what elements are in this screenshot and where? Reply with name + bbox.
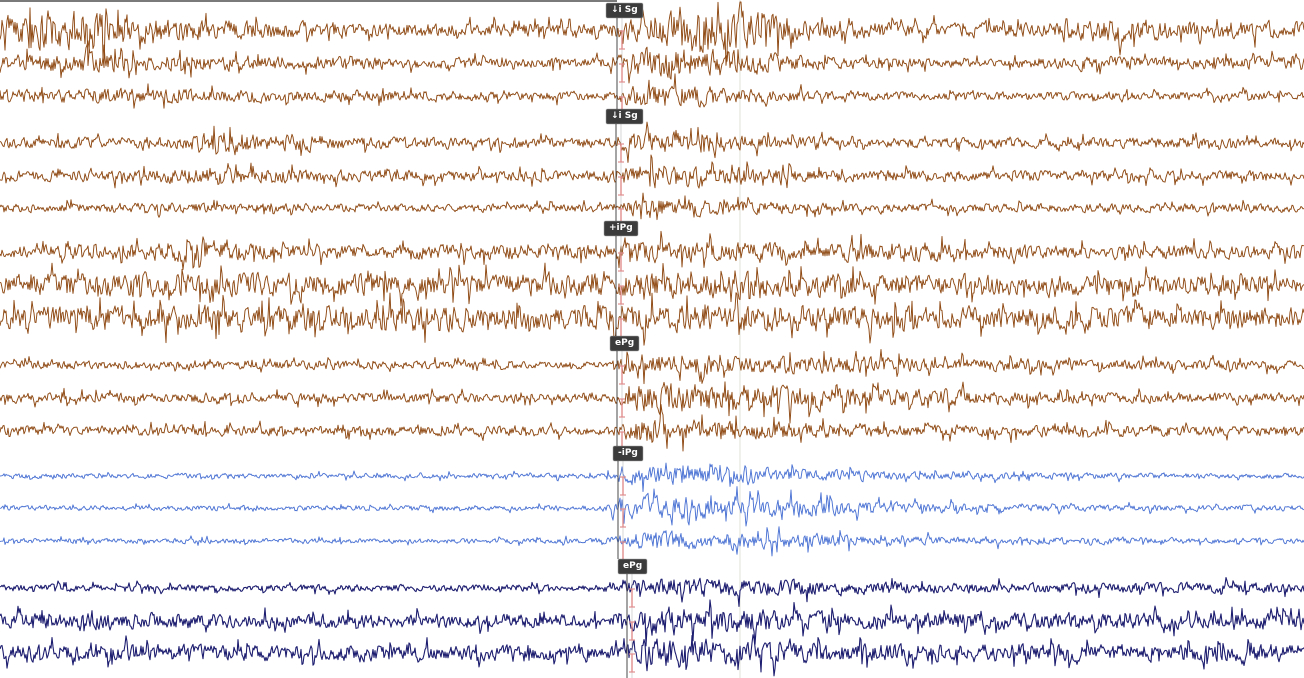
pick-uncertainty-bar bbox=[619, 398, 625, 418]
seismogram-trace-g3-ch1 bbox=[0, 230, 1304, 271]
pick-uncertainty-bar bbox=[619, 63, 625, 83]
pick-uncertainty-bar bbox=[618, 143, 624, 163]
phase-marker-badge[interactable]: ePg bbox=[618, 559, 648, 574]
pick-uncertainty-bar bbox=[618, 252, 624, 272]
pick-uncertainty-bar bbox=[629, 588, 635, 608]
seismogram-trace-g4-ch1 bbox=[0, 349, 1304, 385]
phase-marker-badge[interactable]: ↓i Sg bbox=[606, 3, 643, 18]
pick-uncertainty-bar bbox=[620, 476, 626, 496]
seismogram-trace-g1-ch1 bbox=[0, 1, 1304, 68]
pick-uncertainty-bar bbox=[618, 176, 624, 196]
phase-marker-badge[interactable]: ↓i Sg bbox=[606, 109, 643, 124]
seismogram-trace-g4-ch2 bbox=[0, 381, 1304, 424]
phase-marker-badge[interactable]: -iPg bbox=[613, 446, 643, 461]
seismogram-trace-g2-ch3 bbox=[0, 192, 1304, 221]
seismogram-trace-g5-ch2 bbox=[0, 486, 1304, 527]
seismogram-trace-g2-ch2 bbox=[0, 154, 1304, 189]
seismogram-trace-g5-ch1 bbox=[0, 462, 1304, 492]
phase-marker-badge[interactable]: ePg bbox=[610, 336, 640, 351]
pick-uncertainty-bar bbox=[619, 30, 625, 50]
seismogram-trace-g5-ch3 bbox=[0, 526, 1304, 557]
seismogram-trace-g6-ch2 bbox=[0, 599, 1304, 647]
pick-uncertainty-bar bbox=[629, 621, 635, 641]
guides-layer bbox=[0, 0, 741, 678]
pick-uncertainty-bar bbox=[619, 365, 625, 385]
seismogram-trace-g2-ch1 bbox=[0, 121, 1304, 163]
seismogram-trace-g6-ch3 bbox=[0, 634, 1304, 677]
seismogram-trace-g1-ch2 bbox=[0, 40, 1304, 84]
seismogram-trace-g3-ch2 bbox=[0, 262, 1304, 307]
pick-uncertainty-bar bbox=[629, 653, 635, 673]
pick-uncertainty-bar bbox=[620, 541, 626, 561]
seismogram-trace-g3-ch3 bbox=[0, 292, 1304, 346]
seismogram-trace-g4-ch3 bbox=[0, 404, 1304, 452]
phase-marker-badge[interactable]: +iPg bbox=[604, 221, 638, 236]
pick-uncertainty-bar bbox=[620, 508, 626, 528]
pick-uncertainty-bar bbox=[618, 285, 624, 305]
seismogram-trace-g6-ch1 bbox=[0, 577, 1304, 607]
seismogram-trace-g1-ch3 bbox=[0, 73, 1304, 109]
